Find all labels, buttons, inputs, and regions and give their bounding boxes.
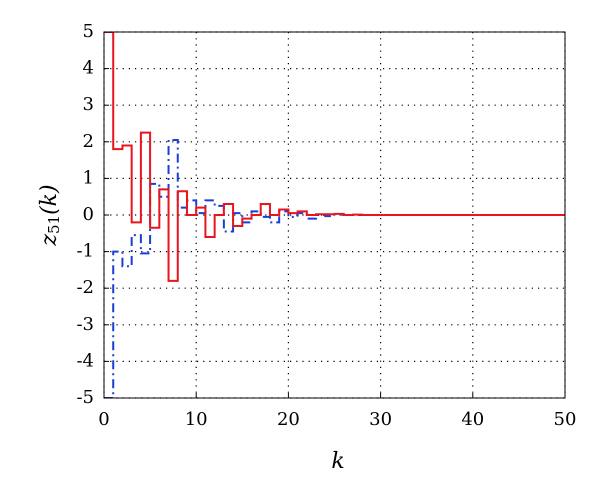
y-tick-label: -1 [76,241,94,262]
x-tick-label: 20 [277,409,300,430]
series-line [104,32,565,282]
y-tick-label: -2 [76,277,94,298]
y-tick-label: 4 [83,58,94,79]
y-tick-label: 0 [83,204,94,225]
y-label-suffix: (k) [37,184,62,215]
x-tick-label: 50 [554,409,577,430]
x-tick-label: 40 [461,409,484,430]
x-tick-label: 0 [98,409,109,430]
y-tick-label: -3 [76,314,94,335]
y-label-base: z [37,234,62,247]
x-axis-label: k [331,449,344,474]
x-tick-label: 30 [369,409,392,430]
y-axis-label: z51(k) [37,184,63,246]
y-tick-label: 3 [83,94,94,115]
plot-lines [104,32,565,398]
y-tick-label: 1 [83,167,94,188]
y-tick-label: 2 [83,131,94,152]
y-tick-label: 5 [83,21,94,42]
y-tick-label: -4 [76,350,94,371]
ticks: 0 10 20 30 40 50 -5 -4 -3 -2 -1 0 1 2 3 4 5 [76,21,576,430]
y-label-subscript: 51 [45,215,63,234]
x-tick-label: 10 [185,409,208,430]
y-tick-label: -5 [76,387,94,408]
